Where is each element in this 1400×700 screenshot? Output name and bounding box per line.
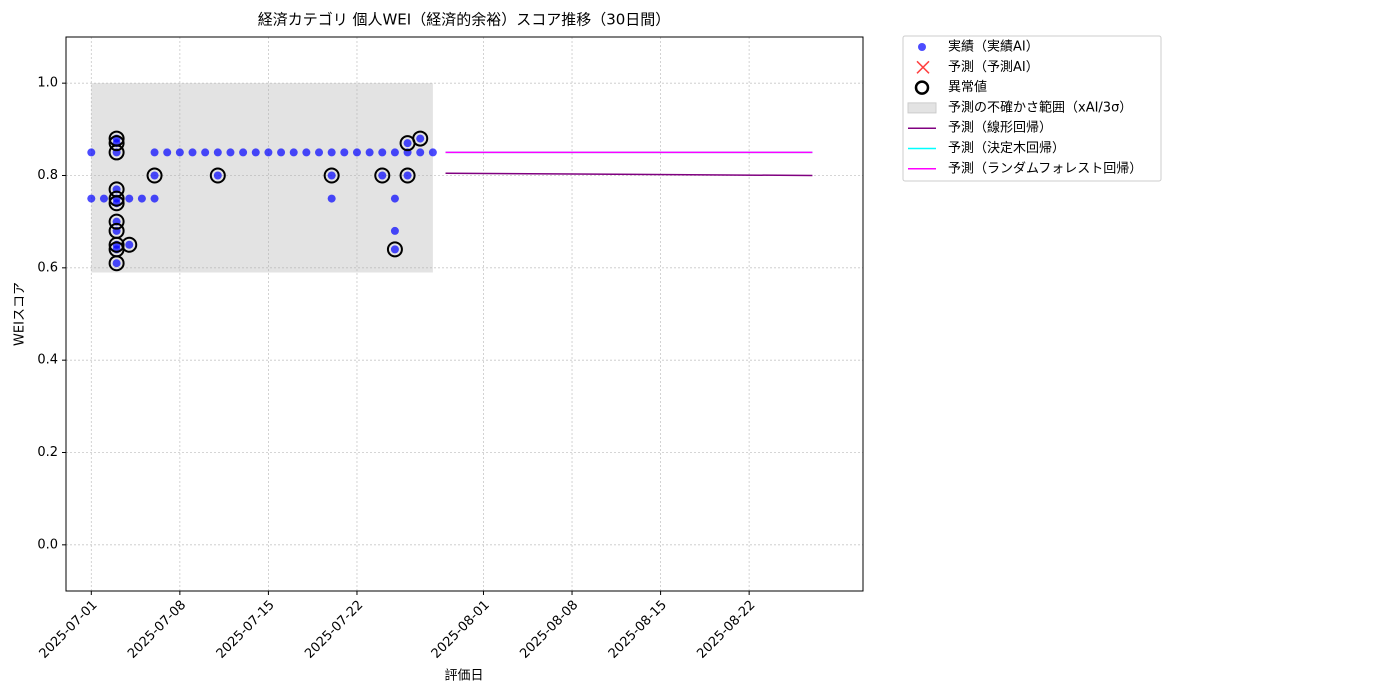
actual-point: [352, 148, 361, 157]
x-tick-label: 2025-08-08: [517, 598, 581, 662]
x-tick-label: 2025-07-15: [214, 598, 278, 662]
actual-point: [416, 134, 425, 143]
actual-point: [125, 240, 134, 249]
actual-point: [416, 148, 425, 157]
actual-point: [378, 148, 387, 157]
x-tick-label: 2025-07-08: [125, 598, 189, 662]
actual-point: [201, 148, 210, 157]
anomaly-marker: [323, 167, 340, 184]
actual-point: [87, 148, 96, 157]
actual-point: [239, 148, 248, 157]
y-tick-label: 0.0: [37, 537, 58, 552]
actual-point: [213, 171, 222, 180]
actual-point: [390, 148, 399, 157]
legend-label: 異常値: [948, 79, 987, 95]
actual-point: [112, 259, 121, 268]
actual-point: [150, 171, 159, 180]
actual-point: [327, 194, 336, 203]
actual-point: [125, 194, 134, 203]
x-tick-label: 2025-08-01: [429, 598, 493, 662]
actual-point: [277, 148, 286, 157]
actual-point: [315, 148, 324, 157]
legend-symbol: [914, 80, 930, 95]
y-tick-label: 0.6: [37, 260, 58, 275]
legend-symbol: [907, 102, 937, 114]
actual-point: [327, 148, 336, 157]
anomaly-marker: [108, 130, 125, 147]
x-tick-label: 2025-07-01: [37, 598, 101, 662]
anomaly-marker: [121, 236, 138, 253]
chart-title: 経済カテゴリ 個人WEI（経済的余裕）スコア推移（30日間）: [258, 11, 671, 29]
y-tick-label: 0.4: [37, 353, 58, 368]
actual-point: [251, 148, 260, 157]
actual-point: [226, 148, 235, 157]
legend-label: 実績（実績AI）: [948, 39, 1039, 55]
actual-point: [403, 139, 412, 148]
actual-point: [213, 148, 222, 157]
actual-point: [403, 171, 412, 180]
actual-point: [87, 194, 96, 203]
actual-point: [428, 148, 437, 157]
actual-point: [150, 148, 159, 157]
anomaly-marker: [108, 222, 125, 239]
actual-point: [302, 148, 311, 157]
anomaly-marker: [108, 213, 125, 230]
actual-point: [137, 194, 146, 203]
anomaly-marker: [386, 241, 403, 258]
anomaly-marker: [108, 181, 125, 198]
actual-point: [175, 148, 184, 157]
anomaly-marker: [108, 135, 125, 152]
actual-point: [327, 171, 336, 180]
anomaly-marker: [108, 190, 125, 207]
legend-label: 予測（線形回帰）: [948, 120, 1052, 136]
actual-point: [188, 148, 197, 157]
uncertainty-band: [91, 83, 433, 273]
anomaly-marker: [374, 167, 391, 184]
legend-symbol: [916, 60, 930, 74]
actual-point: [365, 148, 374, 157]
x-tick-label: 2025-08-22: [694, 598, 758, 662]
legend-label: 予測（ランダムフォレスト回帰）: [948, 160, 1142, 176]
anomaly-marker: [399, 167, 416, 184]
actual-point: [390, 226, 399, 235]
legend-label: 予測（決定木回帰）: [948, 140, 1065, 156]
prediction-line: [445, 172, 813, 177]
x-tick-label: 2025-08-15: [606, 598, 670, 662]
actual-point: [390, 194, 399, 203]
x-axis-label: 評価日: [444, 669, 483, 684]
actual-point: [340, 148, 349, 157]
actual-point: [390, 245, 399, 254]
actual-point: [264, 148, 273, 157]
legend-box: [902, 35, 1162, 182]
legend-symbol: [918, 43, 926, 51]
x-tick-label: 2025-07-22: [302, 598, 366, 662]
y-tick-label: 0.8: [37, 168, 58, 183]
legend-label: 予測（予測AI）: [948, 60, 1039, 75]
actual-point: [289, 148, 298, 157]
y-tick-label: 1.0: [37, 76, 58, 91]
y-tick-label: 0.2: [37, 445, 58, 460]
y-axis-label: WEIスコア: [13, 282, 28, 346]
anomaly-marker: [146, 167, 163, 184]
plot-frame: [65, 36, 864, 592]
actual-point: [99, 194, 108, 203]
actual-point: [150, 194, 159, 203]
actual-point: [378, 171, 387, 180]
anomaly-marker: [209, 167, 226, 184]
legend-label: 予測の不確かさ範囲（xAI/3σ）: [948, 99, 1132, 115]
actual-point: [163, 148, 172, 157]
anomaly-marker: [412, 130, 429, 147]
